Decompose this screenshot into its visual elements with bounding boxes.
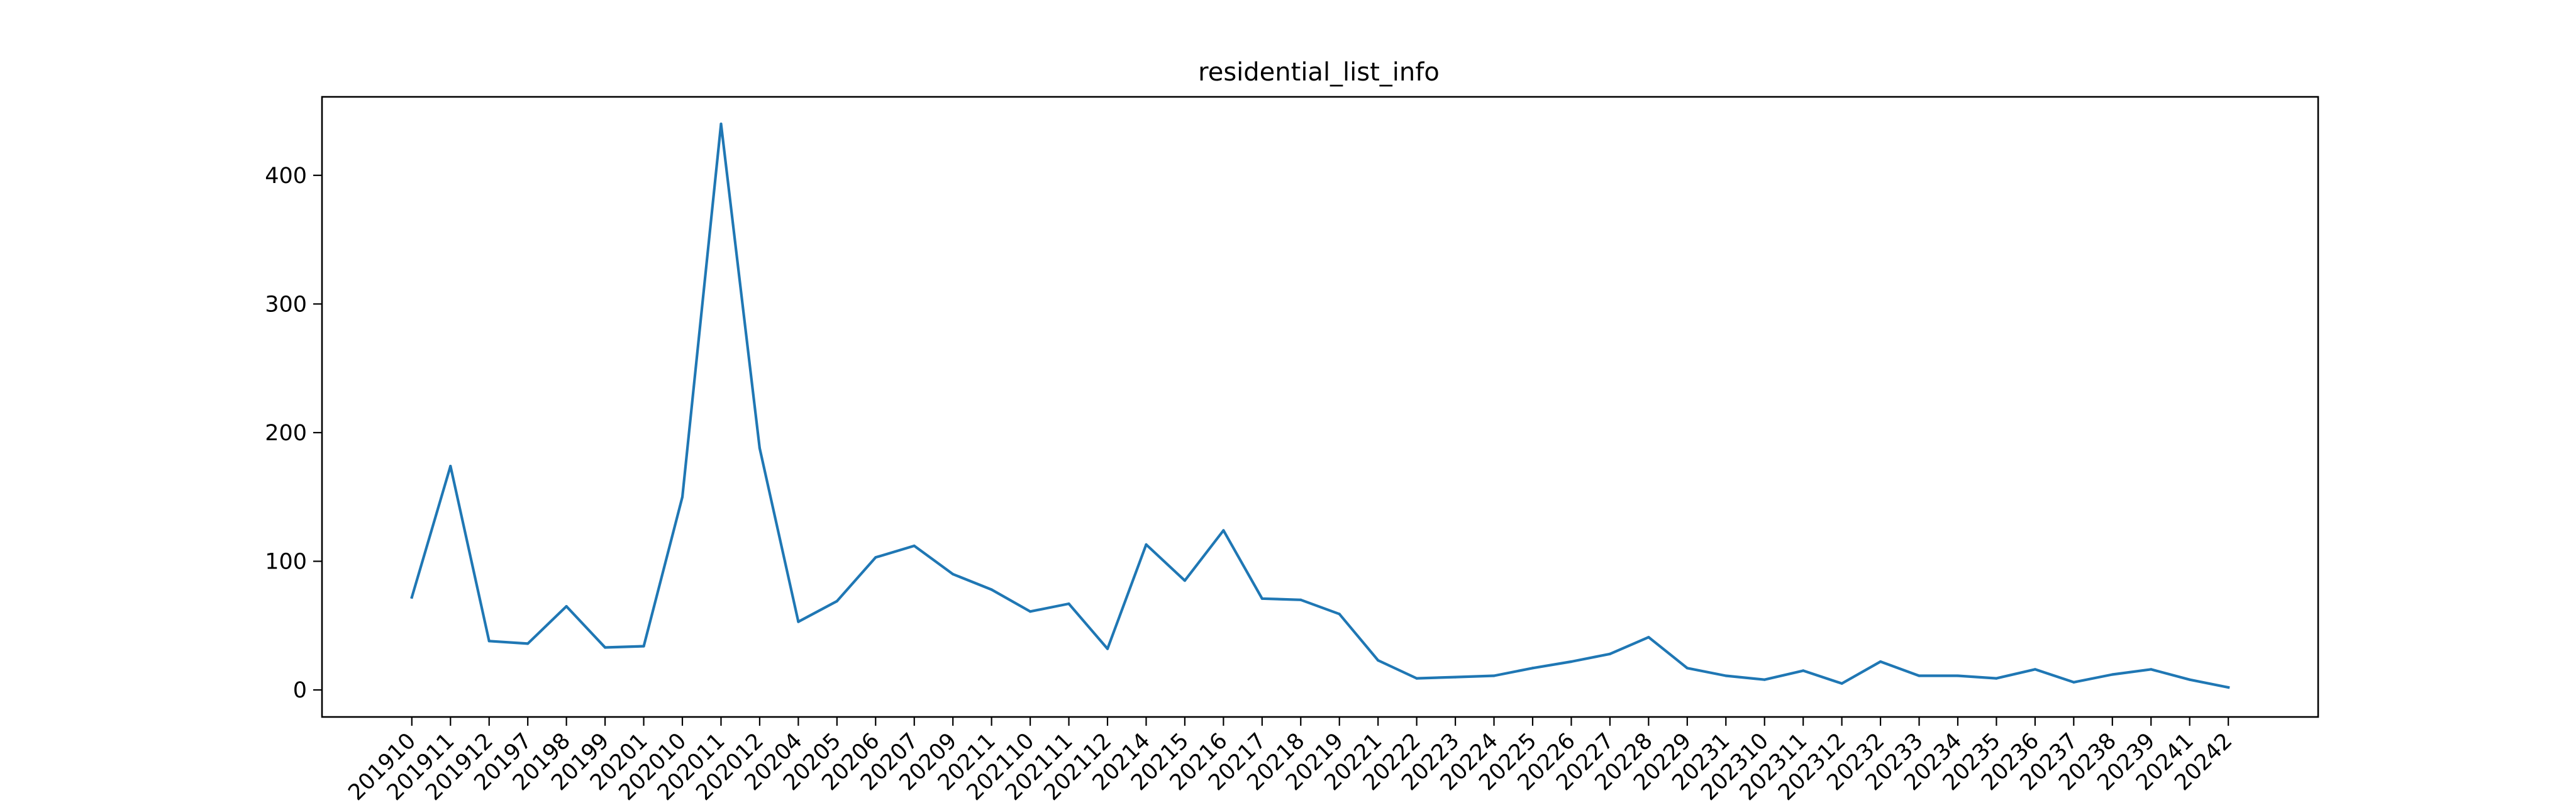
y-tick-label: 200 <box>265 421 307 446</box>
data-point <box>565 604 568 608</box>
data-point <box>1377 658 1380 662</box>
data-point <box>1608 652 1612 655</box>
data-point <box>680 496 684 499</box>
data-point <box>1222 529 1225 532</box>
data-point <box>2033 668 2036 671</box>
data-point <box>2188 678 2191 681</box>
data-point <box>719 122 723 126</box>
data-point <box>1956 674 1960 677</box>
data-point <box>913 544 916 548</box>
data-point <box>1492 674 1496 677</box>
data-point <box>1685 667 1689 670</box>
data-point <box>1338 613 1341 616</box>
data-point <box>642 645 645 648</box>
data-point <box>797 620 800 623</box>
data-point <box>990 588 993 591</box>
data-point <box>526 642 530 645</box>
data-point <box>487 640 491 643</box>
data-point <box>1647 636 1650 639</box>
data-point <box>1724 674 1728 677</box>
chart-title: residential_list_info <box>1198 58 1440 87</box>
data-point <box>1299 598 1302 601</box>
series-line <box>410 122 2230 689</box>
data-point <box>1995 677 1998 680</box>
plot-area: 0100200300400201910201911201912201972019… <box>265 122 2238 805</box>
y-tick-label: 300 <box>265 292 307 317</box>
data-point <box>1106 647 1109 650</box>
data-point <box>1453 675 1457 679</box>
axes-frame <box>321 96 2319 718</box>
y-tick-label: 0 <box>293 678 307 703</box>
data-point <box>604 646 607 649</box>
data-point <box>1183 579 1187 582</box>
data-point <box>449 464 452 468</box>
data-point <box>1028 610 1032 613</box>
data-point <box>758 447 762 450</box>
data-point <box>1840 682 1843 685</box>
data-point <box>1570 660 1573 663</box>
data-point <box>1763 678 1766 681</box>
y-tick-label: 100 <box>265 549 307 574</box>
data-point <box>1531 667 1535 670</box>
y-tick-label: 400 <box>265 164 307 189</box>
data-point <box>1145 543 1148 546</box>
data-point <box>1918 674 1921 677</box>
data-point <box>2072 680 2075 684</box>
data-point <box>1067 602 1070 606</box>
data-point <box>1260 597 1263 600</box>
data-point <box>1802 669 1805 672</box>
data-point <box>1879 660 1882 663</box>
data-point <box>952 572 955 576</box>
data-point <box>2227 686 2230 689</box>
data-point <box>835 599 838 602</box>
data-point <box>874 556 877 559</box>
data-point <box>2111 673 2114 676</box>
data-point <box>410 596 413 599</box>
data-point <box>2150 668 2153 671</box>
data-point <box>1415 677 1418 680</box>
